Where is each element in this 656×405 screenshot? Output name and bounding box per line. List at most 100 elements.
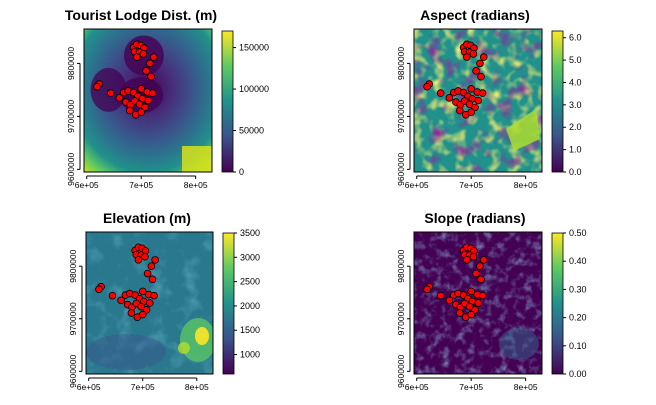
lodge-point (477, 275, 485, 284)
aspect-panel: Aspect (radians) 6e+05 7e+05 8e+05 9600000 97… (396, 7, 582, 190)
lodge-point (478, 291, 487, 300)
lodge-point (474, 96, 483, 105)
elevation-colorbar-tick-label: 1500 (240, 325, 260, 335)
lodge-point (149, 53, 158, 61)
lodge-distance-colorbar-tick-label: 50000 (239, 126, 264, 136)
lodge-point (144, 96, 153, 105)
lodge-distance-colorbar-tick-label: 150000 (239, 43, 269, 53)
elevation-x-tick-label: 6e+05 (77, 382, 101, 392)
lodge-point (137, 108, 145, 116)
lodge-point (138, 287, 147, 296)
slope-colorbar-tick-label: 0.30 (569, 284, 587, 294)
lodge-point (142, 67, 150, 75)
lodge-point (445, 296, 454, 305)
elevation-panel: Elevation (m) 6e+05 7e+05 8e+05 9600000 97000… (68, 210, 260, 392)
lodge-point (455, 309, 464, 317)
aspect-y-tick-label: 9800000 (396, 47, 406, 80)
aspect-y-tick-label: 9700000 (396, 100, 406, 133)
aspect-colorbar-tick-label: 4.0 (569, 77, 582, 87)
lodge-distance-y-tick-label: 9800000 (66, 47, 76, 80)
aspect-x-tick-label: 8e+05 (514, 180, 538, 190)
slope-x-tick-label: 6e+05 (405, 382, 429, 392)
aspect-title: Aspect (radians) (420, 7, 530, 23)
lodge-point (127, 309, 136, 317)
lodge-distance-points (93, 40, 158, 119)
lodge-point (106, 89, 115, 97)
slope-plot-frame (413, 231, 543, 375)
aspect-plot-frame (413, 28, 543, 173)
lodge-distance-colorbar (221, 30, 234, 173)
slope-points (423, 243, 488, 322)
elevation-points (95, 243, 159, 322)
elevation-plot-frame (85, 231, 214, 375)
lodge-point (469, 252, 478, 261)
lodge-point (474, 299, 483, 307)
lodge-point (141, 252, 149, 261)
lodge-distance-y-tick-label: 9600000 (66, 153, 76, 186)
lodge-point (147, 72, 155, 81)
lodge-point (134, 256, 143, 264)
slope-y-tick-label: 9800000 (396, 249, 406, 282)
lodge-distance-x-tick-label: 8e+05 (184, 180, 208, 190)
lodge-point (138, 310, 147, 319)
lodge-point (139, 50, 148, 58)
lodge-point (117, 296, 125, 305)
lodge-point (467, 310, 475, 319)
lodge-point (467, 108, 475, 116)
slope-colorbar (551, 232, 564, 375)
elevation-y-tick-label: 9800000 (68, 249, 78, 282)
lodge-point (150, 291, 158, 300)
slope-colorbar-tick-label: 0.20 (569, 313, 587, 323)
lodge-point (423, 82, 431, 91)
slope-colorbar-tick-label: 0.50 (569, 228, 587, 238)
slope-colorbar-tick-label: 0.40 (569, 256, 587, 266)
lodge-point (133, 53, 141, 61)
lodge-distance-x-tick-label: 7e+05 (129, 180, 153, 190)
aspect-colorbar-tick-label: 1.0 (569, 145, 582, 155)
slope-title: Slope (radians) (424, 210, 525, 226)
aspect-x-tick-label: 7e+05 (459, 180, 483, 190)
slope-y-tick-label: 9600000 (396, 355, 406, 388)
aspect-colorbar-tick-label: 6.0 (569, 33, 582, 43)
slope-colorbar-tick-label: 0.10 (569, 341, 587, 351)
lodge-point (467, 85, 475, 93)
slope-y-tick-label: 9700000 (396, 302, 406, 335)
lodge-point (455, 106, 464, 115)
elevation-y-tick-label: 9700000 (68, 302, 78, 335)
lodge-point (95, 285, 103, 294)
aspect-colorbar-tick-label: 3.0 (569, 100, 582, 110)
lodge-point (137, 85, 145, 93)
lodge-distance-title: Tourist Lodge Dist. (m) (65, 7, 217, 23)
lodge-point (469, 50, 478, 58)
lodge-point (445, 94, 454, 102)
aspect-raster (414, 29, 542, 172)
lodge-distance-raster (84, 29, 212, 172)
lodge-point (423, 285, 431, 294)
lodge-point (463, 256, 471, 264)
lodge-point (146, 59, 154, 68)
elevation-colorbar-tick-label: 2000 (240, 301, 260, 311)
elevation-colorbar-tick-label: 3500 (240, 228, 260, 238)
slope-colorbar-tick-label: 0.00 (569, 369, 587, 379)
lodge-point (477, 72, 485, 81)
lodge-point (472, 269, 480, 278)
lodge-point (463, 53, 471, 61)
lodge-distance-x-tick-label: 6e+05 (75, 180, 99, 190)
lodge-point (479, 256, 488, 264)
lodge-point (145, 299, 154, 307)
elevation-colorbar-tick-label: 1000 (240, 350, 260, 360)
aspect-colorbar-tick-label: 2.0 (569, 122, 582, 132)
lodge-point (478, 89, 487, 97)
lodge-point (476, 262, 484, 270)
aspect-x-tick-label: 6e+05 (405, 180, 429, 190)
lodge-point (115, 94, 124, 102)
lodge-point (148, 89, 157, 97)
lodge-point (108, 291, 117, 300)
aspect-colorbar (551, 30, 564, 173)
slope-panel: Slope (radians) 6e+05 7e+05 8e+05 9600000 970… (396, 210, 587, 392)
slope-x-tick-label: 8e+05 (514, 382, 538, 392)
elevation-colorbar-tick-label: 2500 (240, 277, 260, 287)
lodge-distance-plot-frame (83, 28, 213, 173)
lodge-point (143, 269, 152, 278)
lodge-point (151, 256, 159, 264)
